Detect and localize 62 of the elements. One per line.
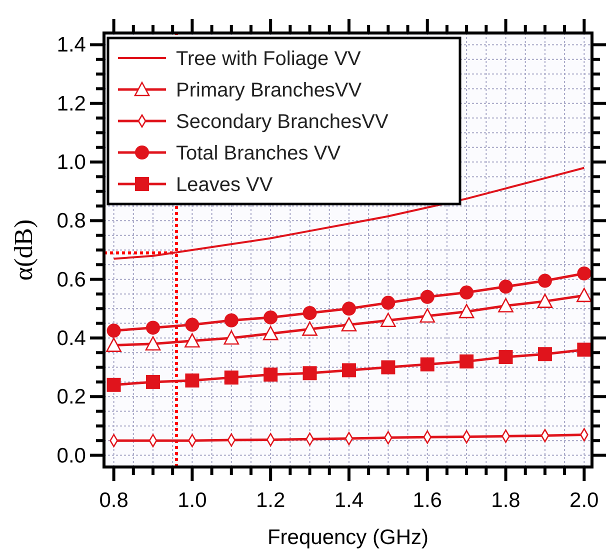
point <box>381 360 396 374</box>
point <box>577 342 592 357</box>
point <box>224 330 240 345</box>
point <box>302 322 318 336</box>
y-tick-label: 0.8 <box>56 210 86 233</box>
y-tick-label: 0.0 <box>56 444 86 468</box>
point <box>262 326 278 340</box>
point <box>380 312 396 328</box>
x-tick-label: 2.0 <box>570 489 599 512</box>
y-tick-label: 1.2 <box>56 92 86 116</box>
point <box>184 333 200 348</box>
legend-label: Leaves VV <box>176 174 274 196</box>
point <box>106 378 121 392</box>
point <box>145 336 161 350</box>
point <box>420 308 436 323</box>
point <box>420 290 434 304</box>
point <box>458 304 474 318</box>
point <box>460 286 474 300</box>
point <box>538 347 552 362</box>
point <box>185 373 200 388</box>
point <box>498 298 514 312</box>
x-tick-label: 0.8 <box>99 489 128 512</box>
legend-label: Secondary BranchesVV <box>176 111 390 133</box>
point <box>106 338 122 352</box>
point <box>302 306 317 320</box>
point <box>381 296 396 310</box>
point <box>302 366 317 380</box>
point <box>224 313 238 328</box>
point <box>185 318 200 332</box>
x-tick-label: 1.4 <box>334 489 364 512</box>
point <box>146 320 160 335</box>
x-tick-label: 1.6 <box>412 489 442 512</box>
x-tick-label: 1.0 <box>178 489 207 512</box>
line-series <box>112 166 586 260</box>
legend-label: Total Branches VV <box>176 142 342 164</box>
point <box>106 324 121 338</box>
point <box>264 310 278 324</box>
point <box>264 368 278 382</box>
y-tick-label: 0.4 <box>56 326 86 350</box>
point <box>576 288 592 302</box>
point <box>498 350 513 364</box>
legend-label: Primary BranchesVV <box>176 80 362 102</box>
point <box>537 294 553 308</box>
point <box>538 274 552 288</box>
x-axis-title: Frequency (GHz) <box>267 526 429 549</box>
point <box>341 317 357 332</box>
y-tick-label: 0.2 <box>56 386 86 409</box>
y-axis-title: α(dB) <box>9 219 38 281</box>
y-tick-label: 1.4 <box>56 34 86 57</box>
y-tick-label: 1.0 <box>56 151 86 174</box>
point <box>146 374 160 389</box>
point <box>498 280 513 294</box>
legend-label: Tree with Foliage VV <box>176 48 362 70</box>
point <box>224 370 238 385</box>
point <box>342 302 356 316</box>
x-tick-label: 1.2 <box>256 489 286 512</box>
point <box>342 363 356 378</box>
x-tick-label: 1.8 <box>491 489 520 512</box>
y-tick-label: 0.6 <box>56 268 86 292</box>
point <box>577 266 592 280</box>
point <box>460 354 474 368</box>
point <box>420 357 434 372</box>
